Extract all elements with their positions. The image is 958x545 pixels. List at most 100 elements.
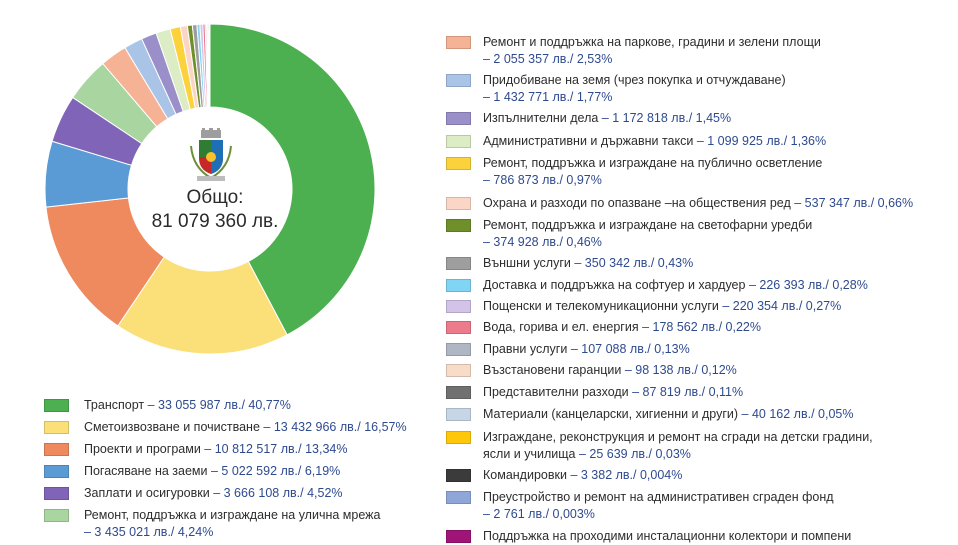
legend-label: Пощенски и телекомуникационни услуги (483, 299, 719, 313)
legend-label: Ремонт, поддръжка и изграждане на светоф… (483, 218, 812, 232)
legend-value: – 25 639 лв./ 0,03% (575, 447, 690, 461)
legend-entry: Изпълнителни дела – 1 172 818 лв./ 1,45% (483, 110, 731, 127)
legend-entry: Ремонт, поддръжка и изграждане на публич… (483, 155, 822, 189)
legend-label: Сметоизвозване и почистване (84, 420, 260, 434)
legend-swatch (446, 300, 471, 313)
legend-swatch (44, 465, 69, 478)
legend-value: – 1 172 818 лв./ 1,45% (598, 111, 731, 125)
legend-entry: Заплати и осигуровки – 3 666 108 лв./ 4,… (84, 485, 343, 502)
legend-entry: Пощенски и телекомуникационни услуги – 2… (483, 298, 841, 315)
legend-swatch (446, 321, 471, 334)
legend-value: – 107 088 лв./ 0,13% (567, 342, 689, 356)
center-label: Общо: (120, 187, 310, 209)
legend-value: – 5 022 592 лв./ 6,19% (208, 464, 341, 478)
legend-entry: Възстановени гаранции – 98 138 лв./ 0,12… (483, 362, 737, 379)
legend-label: Охрана и разходи по опазване –на обществ… (483, 196, 791, 210)
legend-value: – 3 435 021 лв./ 4,24% (84, 524, 380, 541)
legend-label: Ремонт, поддръжка и изграждане на улична… (84, 508, 380, 522)
legend-entry: Доставка и поддръжка на софтуер и хардуе… (483, 277, 868, 294)
legend-value: – 2 055 357 лв./ 2,53% (483, 51, 821, 68)
legend-swatch (446, 36, 471, 49)
legend-value: – 786 873 лв./ 0,97% (483, 172, 822, 189)
legend-entry: Охрана и разходи по опазване –на обществ… (483, 195, 913, 212)
legend-swatch (446, 135, 471, 148)
legend-swatch (446, 491, 471, 504)
legend-label: Заплати и осигуровки (84, 486, 210, 500)
legend-swatch (446, 257, 471, 270)
coat-of-arms-icon (189, 128, 233, 182)
legend-swatch (446, 343, 471, 356)
legend-label: Проекти и програми (84, 442, 201, 456)
legend-entry: Ремонт, поддръжка и изграждане на улична… (84, 507, 380, 541)
legend-swatch (446, 74, 471, 87)
legend-swatch (446, 364, 471, 377)
legend-entry: Командировки – 3 382 лв./ 0,004% (483, 467, 682, 484)
legend-entry: Правни услуги – 107 088 лв./ 0,13% (483, 341, 690, 358)
legend-entry: Транспорт – 33 055 987 лв./ 40,77% (84, 397, 291, 414)
legend-swatch (446, 530, 471, 543)
legend-entry: Изграждане, реконструкция и ремонт на сг… (483, 429, 873, 463)
legend-value: – 220 354 лв./ 0,27% (719, 299, 841, 313)
center-total: 81 079 360 лв. (120, 211, 310, 233)
legend-entry: Административни и държавни такси – 1 099… (483, 133, 826, 150)
legend-swatch (446, 112, 471, 125)
legend-swatch (44, 443, 69, 456)
legend-label: Вода, горива и ел. енергия (483, 320, 639, 334)
legend-value: – 87 819 лв./ 0,11% (629, 385, 743, 399)
legend-label: Представителни разходи (483, 385, 629, 399)
legend-swatch (446, 386, 471, 399)
legend-swatch (44, 487, 69, 500)
legend-entry: Поддръжка на проходими инсталационни кол… (483, 528, 851, 545)
legend-swatch (446, 431, 471, 444)
legend-value: – 10 812 517 лв./ 13,34% (201, 442, 348, 456)
legend-entry: Външни услуги – 350 342 лв./ 0,43% (483, 255, 693, 272)
legend-entry: Представителни разходи – 87 819 лв./ 0,1… (483, 384, 743, 401)
legend-label: Административни и държавни такси (483, 134, 693, 148)
legend-label: Командировки (483, 468, 567, 482)
legend-value: – 33 055 987 лв./ 40,77% (144, 398, 291, 412)
legend-label: Възстановени гаранции (483, 363, 621, 377)
legend-value: – 1 432 771 лв./ 1,77% (483, 89, 786, 106)
legend-entry: Преустройство и ремонт на административе… (483, 489, 834, 523)
legend-value: – 374 928 лв./ 0,46% (483, 234, 812, 251)
legend-swatch (446, 197, 471, 210)
legend-value: – 3 666 108 лв./ 4,52% (210, 486, 343, 500)
legend-label: Изграждане, реконструкция и ремонт на сг… (483, 430, 873, 444)
legend-entry: Погасяване на заеми – 5 022 592 лв./ 6,1… (84, 463, 340, 480)
legend-label: Погасяване на заеми (84, 464, 208, 478)
legend-value: – 13 432 966 лв./ 16,57% (260, 420, 407, 434)
legend-value: – 537 347 лв./ 0,66% (791, 196, 913, 210)
legend-label: Транспорт (84, 398, 144, 412)
legend-value: – 226 393 лв./ 0,28% (745, 278, 867, 292)
legend-value: – 350 342 лв./ 0,43% (571, 256, 693, 270)
legend-swatch (446, 157, 471, 170)
legend-value: – 178 562 лв./ 0,22% (639, 320, 761, 334)
legend-label: Придобиване на земя (чрез покупка и отчу… (483, 73, 786, 87)
legend-label: Поддръжка на проходими инсталационни кол… (483, 529, 851, 543)
legend-label: Материали (канцеларски, хигиенни и други… (483, 407, 738, 421)
legend-swatch (44, 399, 69, 412)
legend-swatch (446, 408, 471, 421)
legend-label: Ремонт и поддръжка на паркове, градини и… (483, 35, 821, 49)
legend-entry: Придобиване на земя (чрез покупка и отчу… (483, 72, 786, 106)
legend-swatch (446, 279, 471, 292)
legend-label: Правни услуги (483, 342, 567, 356)
legend-entry: Ремонт и поддръжка на паркове, градини и… (483, 34, 821, 68)
legend-value: – 3 382 лв./ 0,004% (567, 468, 682, 482)
legend-swatch (44, 421, 69, 434)
legend-value: – 40 162 лв./ 0,05% (738, 407, 853, 421)
legend-entry: Материали (канцеларски, хигиенни и други… (483, 406, 853, 423)
legend-value: – 2 761 лв./ 0,003% (483, 506, 834, 523)
legend-swatch (446, 219, 471, 232)
legend-label: Изпълнителни дела (483, 111, 598, 125)
legend-value: – 98 138 лв./ 0,12% (621, 363, 736, 377)
legend-entry: Вода, горива и ел. енергия – 178 562 лв.… (483, 319, 761, 336)
legend-label: Външни услуги (483, 256, 571, 270)
legend-entry: Сметоизвозване и почистване – 13 432 966… (84, 419, 407, 436)
legend-label: Преустройство и ремонт на административе… (483, 490, 834, 504)
legend-value: – 1 099 925 лв./ 1,36% (693, 134, 826, 148)
legend-swatch (446, 469, 471, 482)
legend-swatch (44, 509, 69, 522)
legend-entry: Ремонт, поддръжка и изграждане на светоф… (483, 217, 812, 251)
legend-label: Доставка и поддръжка на софтуер и хардуе… (483, 278, 745, 292)
